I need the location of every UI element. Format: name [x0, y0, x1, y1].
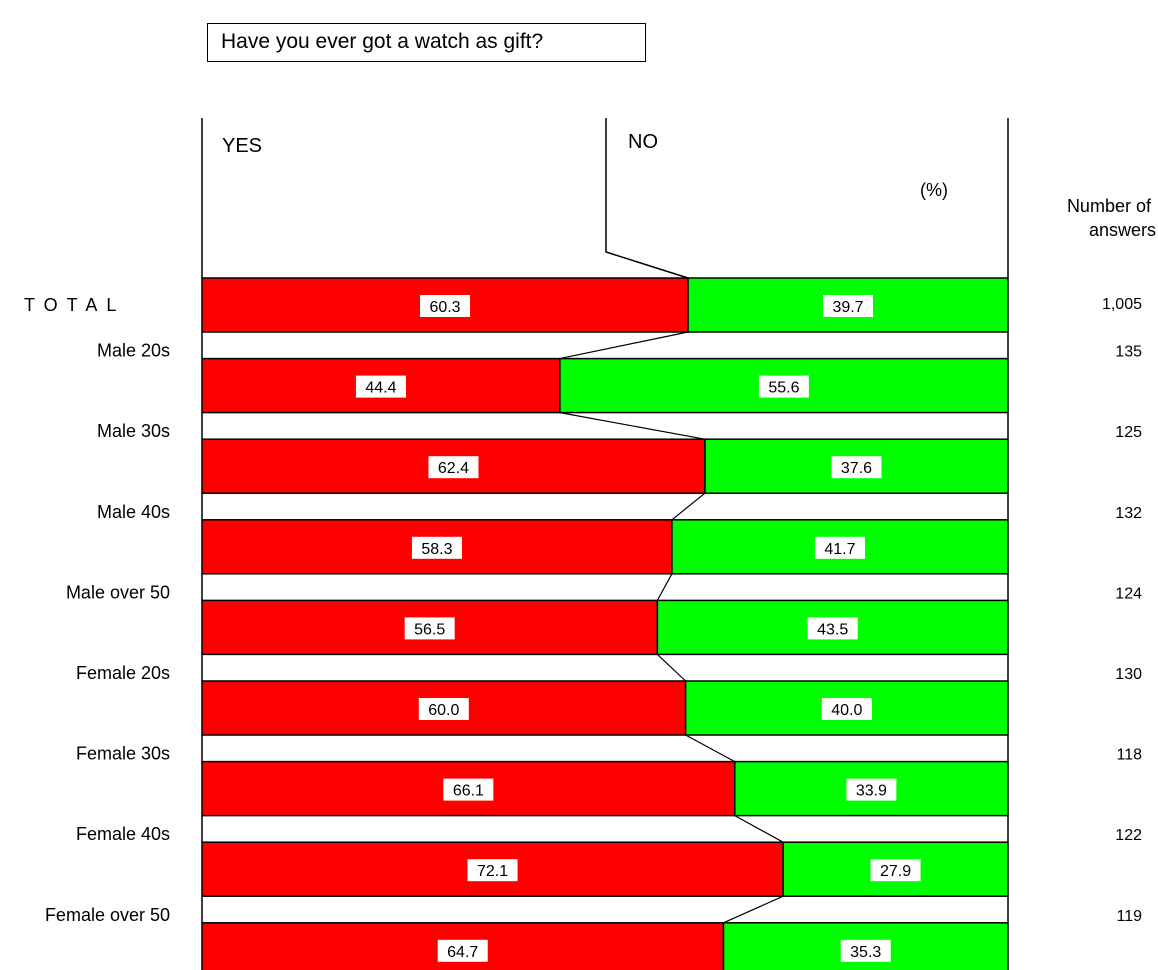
- count-label-male-20s: 135: [1115, 344, 1142, 361]
- bar-no-female-30s: [734, 760, 1009, 817]
- series-label-yes: YES: [222, 135, 262, 157]
- value-label-yes-total: 60.3: [429, 299, 460, 316]
- value-label-no-male-20s-box: [758, 375, 809, 398]
- count-label-female-20s: 130: [1115, 666, 1142, 683]
- value-label-yes-female-30s-box: [443, 778, 494, 801]
- value-label-no-male-20s: 55.6: [768, 380, 799, 397]
- value-label-no-male-40s-box: [814, 536, 865, 559]
- value-label-no-female-20s-box: [821, 698, 872, 720]
- value-label-no-female-30s: 33.9: [856, 783, 887, 800]
- value-label-yes-male-30s: 62.4: [438, 460, 469, 477]
- value-label-yes-female-20s-box: [418, 698, 469, 720]
- value-label-no-male-over-50-box: [807, 617, 858, 640]
- count-header-line-2: answers: [1089, 220, 1156, 240]
- count-header: Number of answers: [1067, 196, 1156, 240]
- connector-line: [559, 412, 706, 440]
- category-label-female-20s: Female 20s: [76, 663, 170, 683]
- category-label-male-over-50: Male over 50: [66, 582, 170, 602]
- value-label-yes-male-40s-box: [411, 536, 462, 559]
- value-label-yes-female-20s: 60.0: [428, 702, 459, 719]
- value-label-no-female-20s: 40.0: [831, 702, 862, 719]
- value-label-yes-male-over-50-box: [404, 617, 455, 640]
- value-label-no-total: 39.7: [832, 299, 863, 316]
- series-label-no: NO: [628, 131, 658, 153]
- count-label-female-over-50: 119: [1116, 908, 1142, 925]
- category-label-male-40s: Male 40s: [97, 502, 170, 522]
- count-label-male-30s: 125: [1115, 424, 1142, 441]
- value-label-no-female-30s-box: [846, 778, 897, 801]
- category-label-total: TOTAL: [24, 295, 125, 315]
- value-label-yes-male-40s: 58.3: [421, 541, 452, 558]
- value-label-yes-female-40s: 72.1: [477, 863, 508, 880]
- value-label-yes-male-20s-box: [355, 375, 406, 398]
- connector-line: [671, 492, 706, 521]
- connector-line: [559, 331, 689, 360]
- value-label-no-male-40s: 41.7: [824, 541, 855, 558]
- count-label-total: 1,005: [1102, 296, 1142, 313]
- category-label-female-30s: Female 30s: [76, 744, 170, 764]
- value-label-no-male-30s-box: [831, 456, 882, 479]
- category-label-female-40s: Female 40s: [76, 824, 170, 844]
- header-divider-line: [605, 118, 689, 279]
- category-label-female-over-50: Female over 50: [45, 905, 170, 925]
- connector-line: [734, 815, 784, 843]
- connector-line: [685, 734, 736, 763]
- chart-title: Have you ever got a watch as gift?: [207, 23, 646, 62]
- value-label-yes-total-box: [420, 295, 471, 317]
- count-label-female-40s: 122: [1115, 827, 1142, 844]
- value-label-yes-male-20s: 44.4: [365, 380, 396, 397]
- category-label-male-20s: Male 20s: [97, 341, 170, 361]
- value-label-no-total-box: [823, 295, 874, 317]
- value-label-no-female-over-50-box: [840, 939, 891, 962]
- value-label-no-female-40s: 27.9: [880, 863, 911, 880]
- unit-label: (%): [920, 180, 948, 200]
- bar-no-total: [687, 277, 1009, 333]
- value-label-no-female-over-50: 35.3: [850, 944, 881, 961]
- value-label-yes-female-over-50: 64.7: [447, 944, 478, 961]
- value-label-no-male-over-50: 43.5: [817, 621, 848, 638]
- value-label-yes-male-30s-box: [428, 456, 479, 479]
- count-label-female-30s: 118: [1116, 747, 1142, 764]
- count-header-line-1: Number of: [1067, 196, 1152, 216]
- count-label-male-over-50: 124: [1115, 585, 1142, 602]
- connector-line: [723, 895, 784, 924]
- connector-line: [656, 653, 687, 682]
- count-label-male-40s: 132: [1115, 505, 1142, 522]
- category-label-male-30s: Male 30s: [97, 421, 170, 441]
- value-label-yes-male-over-50: 56.5: [414, 621, 445, 638]
- value-label-yes-female-30s: 66.1: [453, 783, 484, 800]
- value-label-no-female-40s-box: [870, 859, 921, 882]
- connector-line: [656, 573, 673, 601]
- value-label-no-male-30s: 37.6: [841, 460, 872, 477]
- value-label-yes-female-40s-box: [467, 859, 518, 882]
- value-label-yes-female-over-50-box: [437, 939, 488, 962]
